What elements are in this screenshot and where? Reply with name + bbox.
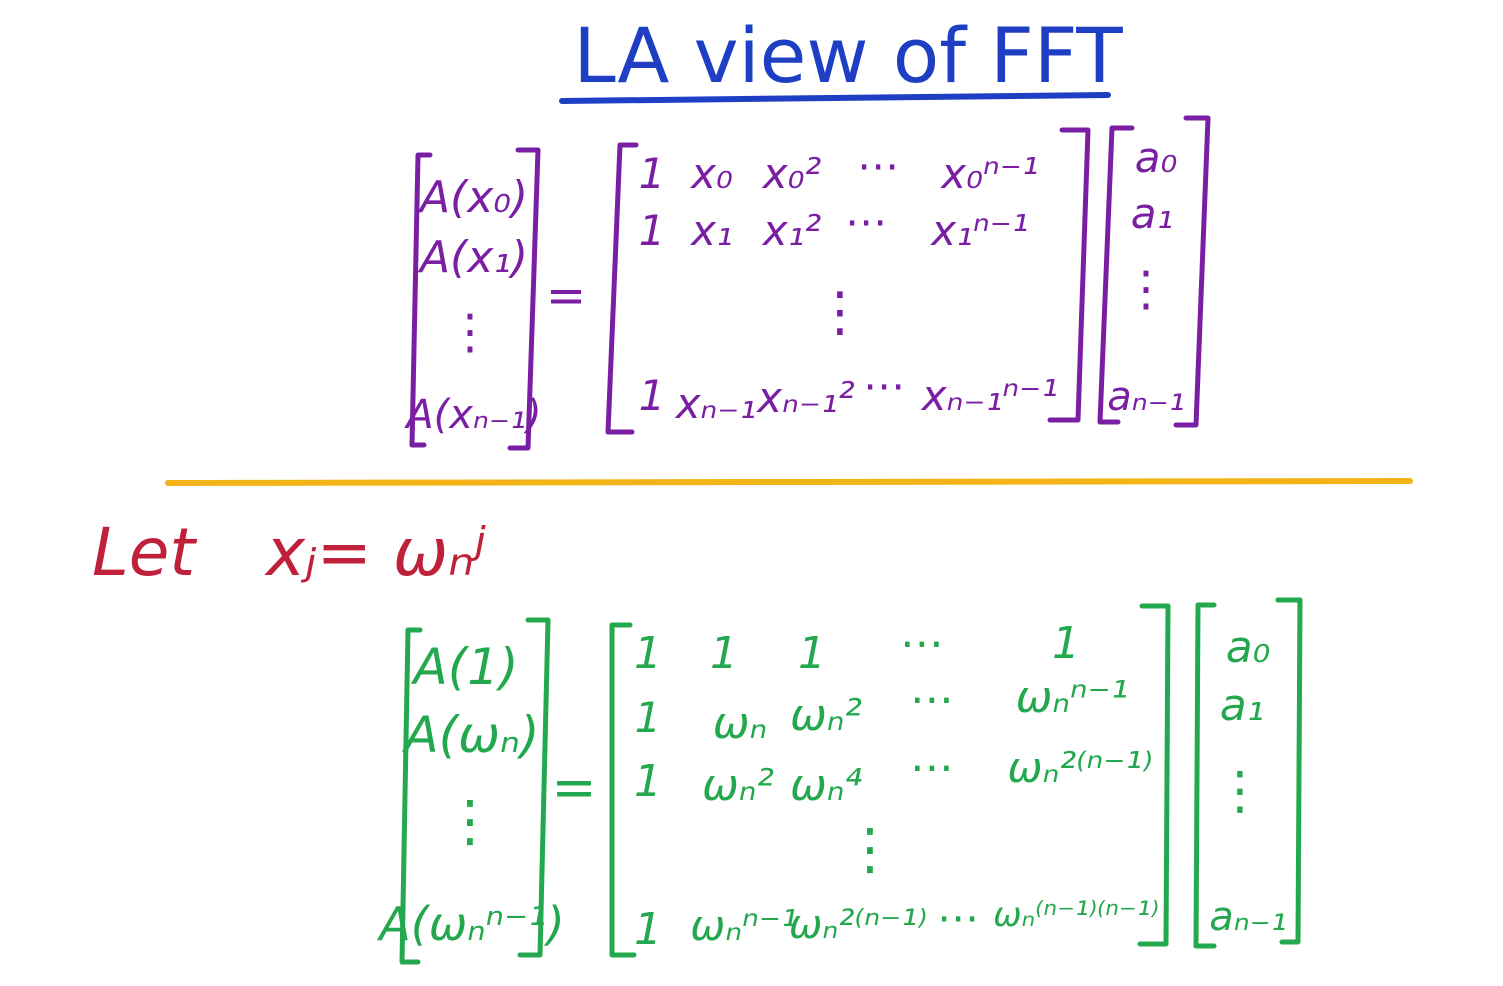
vector-entry: aₙ₋₁	[1209, 894, 1287, 940]
vector-entry: a₀	[1226, 622, 1271, 673]
vector-left-bracket	[1193, 602, 1217, 949]
matrix-right-bracket	[1047, 127, 1091, 423]
matrix-cell: 1	[639, 206, 666, 255]
matrix-cell: ⋯	[910, 742, 954, 793]
matrix-cell: ⋯	[857, 141, 899, 190]
matrix-cell: 1	[634, 756, 662, 807]
matrix-cell: ωₙⁿ⁻¹	[690, 901, 798, 950]
matrix-cell: ωₙ²⁽ⁿ⁻¹⁾	[1007, 743, 1152, 792]
matrix-cell: ωₙ⁴	[790, 760, 862, 811]
lhs-entry: A(x₁)	[417, 232, 528, 283]
matrix-cell: 1	[710, 628, 738, 679]
matrix-vdots: ⋮	[813, 280, 867, 343]
vector-entry: aₙ₋₁	[1107, 374, 1185, 420]
title-underline	[559, 92, 1111, 104]
equals-sign: =	[551, 756, 596, 819]
matrix-left-bracket	[605, 142, 639, 435]
matrix-cell: x₁	[689, 206, 733, 255]
matrix-cell: 1	[634, 628, 662, 679]
section-divider	[165, 478, 1413, 486]
lhs-left-bracket	[409, 152, 433, 448]
vector-entry: a₀	[1135, 133, 1178, 182]
lhs-right-bracket	[507, 147, 541, 451]
matrix-cell: ⋯	[900, 618, 944, 669]
lhs-left-bracket	[399, 627, 423, 965]
matrix-cell: x₀ⁿ⁻¹	[939, 149, 1038, 198]
substitution: Let xⱼ= ωₙʲ	[92, 514, 486, 591]
matrix-right-bracket	[1137, 603, 1171, 947]
lhs-entry: A(ωₙ)	[401, 706, 539, 764]
matrix-cell: ωₙ	[713, 698, 767, 749]
general-equation: A(x₀) A(x₁) ⋮ A(xₙ₋₁) = 1 x₀ x₀² ⋯ x₀ⁿ⁻¹…	[403, 115, 1211, 451]
matrix-cell: ωₙ⁽ⁿ⁻¹⁾⁽ⁿ⁻¹⁾	[993, 895, 1159, 935]
fft-equation: A(1) A(ωₙ) ⋮ A(ωₙⁿ⁻¹) = 1 1 1 ⋯ 1 1 ωₙ ω…	[376, 597, 1303, 965]
matrix-cell: xₙ₋₁	[674, 379, 757, 428]
vector-entry: a₁	[1220, 680, 1265, 731]
lhs-vdots: ⋮	[446, 304, 494, 360]
matrix-cell: x₁ⁿ⁻¹	[929, 206, 1028, 255]
equals-sign: =	[546, 268, 586, 324]
lhs-entry: A(xₙ₋₁)	[403, 392, 541, 438]
matrix-cell: 1	[639, 149, 666, 198]
matrix-cell: xₙ₋₁ⁿ⁻¹	[920, 371, 1058, 420]
matrix-cell: ⋯	[937, 893, 979, 942]
matrix-cell: xₙ₋₁²	[755, 373, 855, 422]
substitution-label: Let	[92, 514, 197, 591]
matrix-cell: 1	[634, 904, 662, 955]
substitution-expr: xⱼ= ωₙʲ	[264, 514, 486, 591]
matrix-cell: ωₙ²⁽ⁿ⁻¹⁾	[789, 902, 927, 948]
matrix-cell: x₀	[689, 149, 733, 198]
page-title: LA view of FFT	[573, 11, 1123, 100]
lhs-entry: A(x₀)	[417, 172, 528, 223]
lhs-entry: A(ωₙⁿ⁻¹)	[376, 897, 564, 951]
matrix-cell: 1	[639, 371, 666, 420]
matrix-left-bracket	[609, 622, 637, 958]
vector-right-bracket	[1275, 597, 1303, 945]
matrix-vdots: ⋮	[842, 817, 898, 882]
matrix-cell: x₀²	[761, 149, 822, 198]
matrix-cell: 1	[798, 628, 826, 679]
vector-left-bracket	[1097, 125, 1135, 425]
vector-vdots: ⋮	[1214, 761, 1266, 821]
vector-entry: a₁	[1131, 189, 1174, 238]
vector-right-bracket	[1173, 115, 1211, 428]
matrix-cell: ⋯	[910, 674, 954, 725]
matrix-cell: ωₙⁿ⁻¹	[1016, 672, 1129, 723]
matrix-cell: x₁²	[761, 206, 822, 255]
matrix-cell: ⋯	[845, 197, 887, 246]
matrix-cell: 1	[1052, 618, 1080, 669]
matrix-cell: 1	[635, 693, 662, 742]
matrix-cell: ωₙ²	[790, 690, 862, 741]
vector-vdots: ⋮	[1122, 261, 1170, 317]
lhs-right-bracket	[517, 617, 551, 958]
matrix-cell: ⋯	[863, 361, 905, 410]
lhs-vdots: ⋮	[442, 789, 498, 854]
lhs-entry: A(1)	[410, 638, 518, 696]
matrix-cell: ωₙ²	[702, 760, 774, 811]
